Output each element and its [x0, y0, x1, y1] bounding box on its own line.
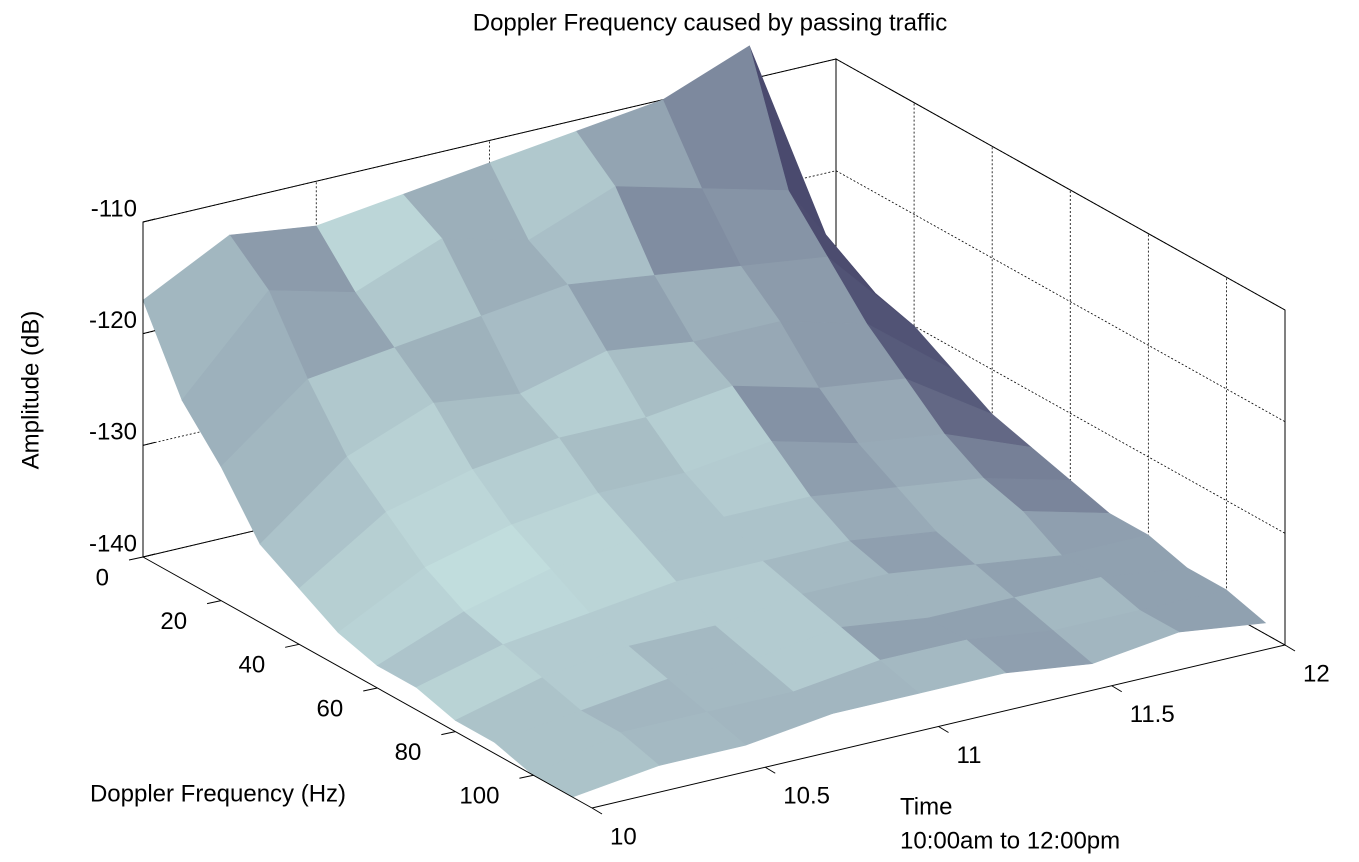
z-axis-label: Amplitude (dB) [17, 311, 44, 470]
y-tick [764, 766, 776, 774]
y-tick-label: 11.5 [1130, 701, 1175, 728]
y-axis-sublabel: 10:00am to 12:00pm [900, 827, 1120, 854]
y-tick-label: 10 [610, 823, 637, 850]
z-tick-label: -140 [89, 530, 137, 557]
x-tick-label: 40 [238, 652, 265, 679]
x-tick-label: 100 [459, 783, 499, 810]
z-tick [142, 441, 156, 446]
z-tick [142, 553, 156, 558]
x-tick [206, 600, 222, 605]
x-tick [285, 643, 300, 648]
x-axis [142, 556, 593, 809]
x-tick-label: 20 [160, 608, 187, 635]
z-tick [142, 330, 156, 335]
x-tick-label: 0 [96, 564, 109, 591]
y-tick [1284, 644, 1296, 652]
z-tick [142, 218, 156, 223]
y-axis-label: Time [900, 793, 952, 820]
z-tick-label: -130 [89, 419, 137, 446]
x-tick-label: 60 [317, 695, 344, 722]
y-tick-label: 11 [957, 742, 982, 769]
y-tick [1111, 685, 1123, 693]
x-tick [363, 687, 378, 692]
y-tick-label: 10.5 [783, 783, 830, 810]
y-tick [591, 807, 603, 815]
x-tick [128, 556, 144, 561]
chart-title: Doppler Frequency caused by passing traf… [473, 9, 947, 36]
x-tick [519, 774, 534, 779]
z-tick-label: -110 [91, 195, 137, 222]
y-tick [938, 726, 949, 733]
z-tick-label: -120 [89, 307, 137, 334]
x-tick [441, 731, 456, 736]
y-tick-label: 12 [1303, 660, 1330, 687]
grid-line [142, 58, 1286, 311]
x-tick-label: 80 [395, 739, 422, 766]
x-axis-label: Doppler Frequency (Hz) [90, 780, 346, 807]
